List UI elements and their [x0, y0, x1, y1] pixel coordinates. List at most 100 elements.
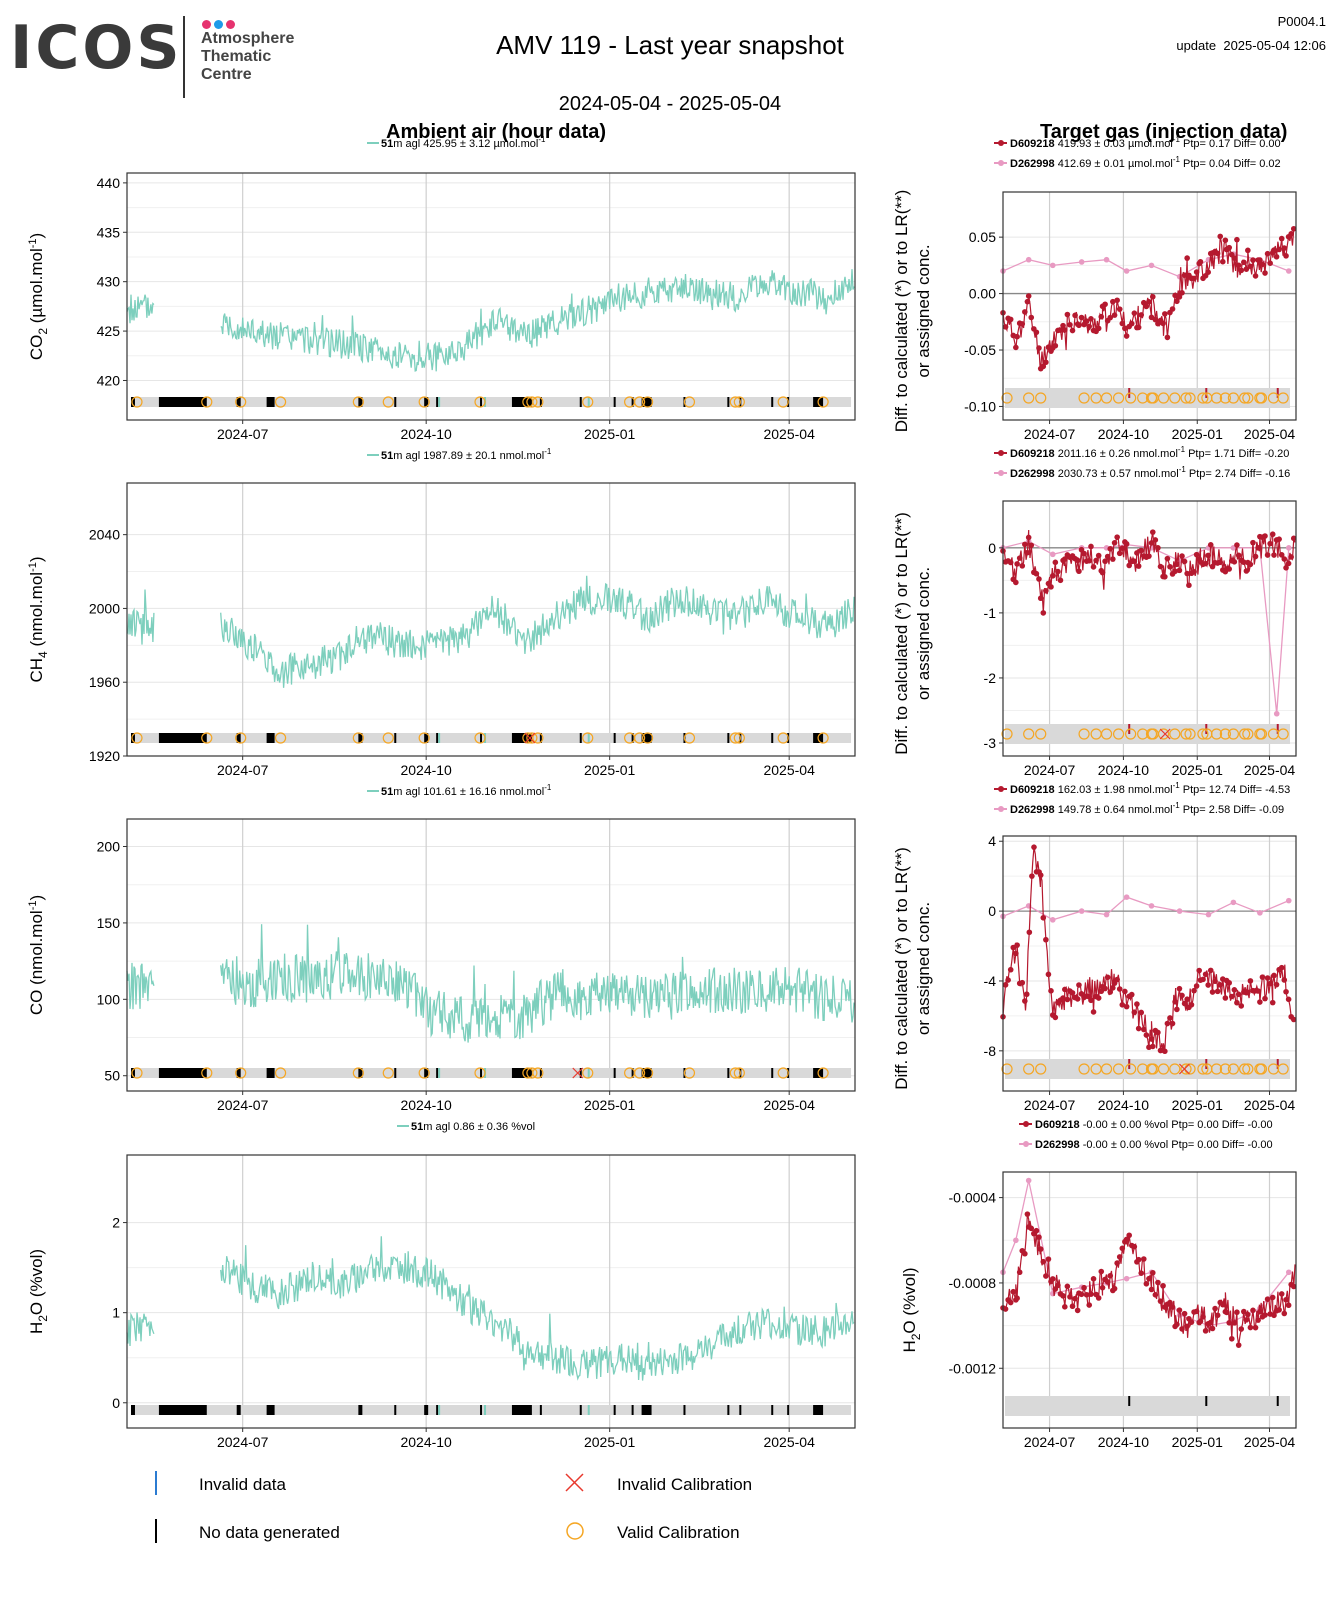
target-co2-series-d609218-point	[1064, 311, 1071, 318]
target-h2o-series-d609218-point	[1174, 1321, 1180, 1328]
target-h2o-series-d609218-point	[1062, 1304, 1068, 1310]
ambient-co2-no-data-marker	[539, 397, 542, 407]
ylabel-close: )	[27, 233, 46, 239]
target-co-series-d609218-point	[1193, 983, 1200, 989]
target-co-valid-calibration-marker	[1239, 1063, 1251, 1075]
target-ch4-series-d609218-point	[1014, 561, 1020, 567]
target-h2o-series-d609218-point	[1010, 1288, 1017, 1295]
target-co2-series-d609218-point	[1222, 237, 1229, 244]
target-h2o-no-data-marker	[1205, 1396, 1208, 1406]
target-co2-series-d609218-point	[1162, 311, 1168, 317]
ambient-ch4-invalid-data-marker	[438, 733, 441, 743]
target-ch4-series-d609218-point	[1271, 552, 1277, 558]
ambient-co-valid-calibration-marker	[777, 1067, 789, 1079]
target-co-series-d609218-point	[1228, 993, 1235, 1000]
target-co-series-d609218-point	[1031, 844, 1037, 850]
target-h2o-series-d262998-point	[1013, 1237, 1019, 1244]
target-ch4-valid-calibration-marker	[1210, 728, 1223, 740]
ambient-ch4-xtick-label: 2024-10	[400, 762, 452, 778]
ambient-ch4-valid-calibration-marker	[274, 732, 287, 744]
ambient-co2-no-data-marker	[266, 397, 275, 407]
target-ch4-series-d609218-point	[1037, 595, 1044, 602]
target-ch4-series-d609218-point	[1033, 570, 1040, 577]
ambient-co2-no-data-marker	[130, 397, 135, 407]
ambient-ch4-status-band	[130, 733, 852, 743]
target-co-series-d262998-point	[1148, 903, 1155, 909]
target-ch4-series-d609218-point	[1191, 568, 1197, 575]
ambient-co2-valid-calibration-marker	[418, 396, 430, 408]
target-co-series-d609218-point	[1245, 989, 1251, 996]
target-co-series-d262998-point	[1049, 917, 1056, 923]
target-h2o-series-d609218-point	[1212, 1305, 1218, 1312]
ambient-ch4-ytick-label: 2040	[89, 527, 120, 543]
target-co-series-d609218-point	[1022, 998, 1028, 1004]
ambient-co-valid-calibration-marker	[131, 1067, 143, 1079]
target-co-series-d609218-point	[1013, 950, 1019, 957]
ambient-co2-ytick-label: 430	[97, 274, 121, 290]
target-co2-series-d609218-point	[1116, 306, 1123, 312]
page-id: P0004.1	[1277, 14, 1326, 29]
target-ch4-series-d609218-point	[1250, 539, 1256, 546]
target-co-ytick-label: 4	[988, 833, 996, 849]
ambient-column-title: Ambient air (hour data)	[386, 121, 607, 143]
target-h2o-series-d609218-point	[1176, 1307, 1183, 1313]
target-co2-series-d609218-point	[1172, 292, 1178, 299]
ambient-h2o-no-data-marker	[739, 1405, 742, 1415]
target-ch4-series-d609218-point	[1269, 531, 1276, 538]
target-ch4-ylabel-line2: or assigned conc.	[914, 567, 933, 700]
target-h2o-series-d609218-point	[1238, 1326, 1245, 1332]
target-co-series-d609218-point	[1040, 914, 1047, 921]
target-h2o-series-d262998-point	[1123, 1275, 1130, 1282]
target-ch4-ytick-label: -3	[984, 735, 997, 751]
target-co-series-d609218-point	[1273, 981, 1280, 988]
legend-stats: Ptp= 2.58 Diff= -0.09	[1180, 804, 1284, 816]
target-co-series-d609218-point	[1107, 989, 1114, 995]
ambient-co-valid-calibration-marker	[474, 1067, 486, 1079]
legend-invalid-calibration-swatch	[565, 1473, 584, 1492]
target-co-series-d609218-point	[1281, 977, 1288, 983]
ylabel-close: )	[27, 895, 46, 901]
ambient-h2o-xtick-label: 2024-10	[400, 1434, 452, 1450]
target-h2o-series-d609218-point	[1149, 1269, 1156, 1276]
logo-subtitle: Atmosphere Thematic Centre	[201, 30, 294, 84]
target-ch4-series-d609218-point	[1179, 553, 1185, 559]
target-co-xtick-label: 2025-04	[1244, 1097, 1296, 1113]
target-ch4-series-d609218-point	[1102, 558, 1108, 565]
ambient-co2-no-data-marker	[394, 397, 397, 407]
target-co2-series-d609218-point	[1110, 298, 1116, 305]
target-ch4-series-d609218-point	[1176, 567, 1183, 574]
ambient-co2-xtick-label: 2025-01	[584, 426, 636, 442]
target-ch4-valid-calibration-marker	[1169, 728, 1181, 740]
update-label: update	[1176, 38, 1217, 53]
ambient-h2o-no-data-marker	[771, 1405, 774, 1415]
ambient-h2o-invalid-data-marker	[484, 1405, 487, 1415]
target-ch4-series-d609218-point	[1278, 552, 1285, 558]
target-co2-series-d609218-point	[1152, 316, 1159, 323]
target-ch4-series-d609218-point	[1276, 536, 1282, 542]
target-h2o-series-d609218-point	[1081, 1284, 1087, 1291]
target-co2-series-d609218-point	[1257, 257, 1263, 263]
legend-unit-exponent: -1	[544, 447, 552, 456]
ambient-h2o-no-data-marker	[436, 1405, 439, 1415]
ambient-ch4-series-line	[126, 589, 155, 645]
target-co-series-d609218-point	[1045, 971, 1052, 978]
ylabel-exponent: -1	[27, 239, 39, 249]
target-co-series-d609218-point	[1174, 1006, 1180, 1013]
target-co-series-d609218-point	[1102, 985, 1108, 992]
target-h2o-series-d609218-point	[1228, 1335, 1235, 1342]
ambient-h2o-ytick-label: 2	[112, 1215, 120, 1231]
target-ch4-series-d262998-point	[1049, 551, 1056, 558]
target-ch4-series-d609218-point	[1252, 553, 1259, 560]
target-ch4-series-d609218-point	[1174, 561, 1180, 568]
target-h2o-series-d609218-point	[1104, 1279, 1111, 1285]
target-co2-series-d262998-point	[1078, 259, 1085, 265]
target-h2o-series-d609218-point	[1119, 1245, 1126, 1252]
logo-dot	[202, 20, 211, 29]
target-ch4-valid-calibration-marker	[1112, 728, 1125, 740]
target-ch4-series-d609218-point	[1111, 540, 1118, 546]
target-ch4-series-d609218-point	[1288, 554, 1294, 560]
ylabel-main: H	[27, 1322, 46, 1334]
target-co2-series-d609218-point	[1028, 314, 1035, 321]
target-ch4-valid-calibration-marker	[1078, 728, 1090, 740]
